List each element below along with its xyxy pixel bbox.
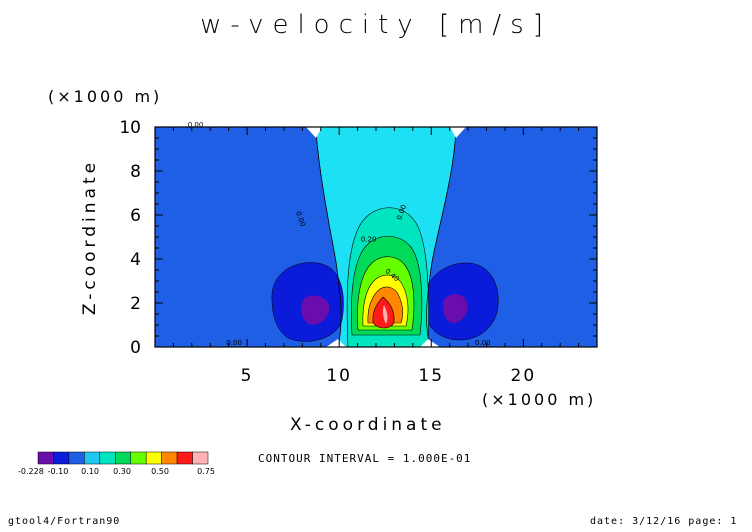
colorbar-swatch (176, 451, 193, 465)
x-axis-label: X-coordinate (290, 415, 446, 435)
y-tick-label: 2 (130, 294, 141, 314)
colorbar-label: -0.228 (18, 467, 44, 476)
x-tick-label: 20 (511, 366, 537, 386)
colorbar-swatch (68, 451, 85, 465)
y-tick-label: 4 (130, 250, 141, 270)
colorbar-swatch (99, 451, 116, 465)
y-tick-label: 10 (119, 118, 141, 138)
x-tick-label: 5 (241, 366, 254, 386)
axes: 5 10 15 20 0 2 4 6 8 10 (119, 118, 598, 386)
x-tick-label: 10 (326, 366, 352, 386)
notch-bottom-left (326, 339, 346, 347)
contour-interval: CONTOUR INTERVAL = 1.000E-01 (258, 452, 472, 465)
downdraft-right-core (442, 294, 468, 323)
downdraft-left-core (301, 295, 330, 325)
contour-label: 0.00 (226, 339, 242, 347)
notch-top-right (450, 127, 466, 138)
footer-software: gtool4/Fortran90 (8, 516, 121, 527)
chart-title: w-velocity [m/s] (200, 10, 552, 40)
colorbar-label: 0.75 (197, 467, 215, 476)
y-axis-multiplier: (×1000 m) (48, 87, 163, 106)
contour-label: 0.00 (475, 339, 491, 347)
contour-label: 0.00 (188, 121, 204, 129)
y-tick-label: 0 (130, 338, 141, 358)
contour-field (155, 127, 597, 347)
contour-label: 0.20 (361, 236, 377, 244)
colorbar-swatch (84, 451, 101, 465)
colorbar-swatch (192, 451, 209, 465)
colorbar-swatch (130, 451, 147, 465)
updraft-core (382, 305, 388, 324)
x-axis-multiplier: (×1000 m) (482, 390, 597, 409)
colorbar-swatch (145, 451, 162, 465)
notch-bottom-right (420, 339, 440, 347)
colorbar-label: 0.10 (81, 467, 99, 476)
colorbar: -0.228 -0.10 0.10 0.30 0.50 0.75 (18, 451, 215, 476)
colorbar-label: -0.10 (48, 467, 69, 476)
y-tick-label: 6 (130, 206, 141, 226)
colorbar-label: 0.50 (151, 467, 169, 476)
colorbar-swatch (53, 451, 70, 465)
notch-top-left (306, 127, 322, 138)
colorbar-swatch (115, 451, 131, 465)
colorbar-swatch (161, 451, 178, 465)
x-tick-label: 15 (418, 366, 444, 386)
y-tick-label: 8 (130, 162, 141, 182)
colorbar-swatch (37, 451, 54, 465)
colorbar-label: 0.30 (113, 467, 131, 476)
footer-date-page: date: 3/12/16 page: 1 (590, 516, 738, 527)
